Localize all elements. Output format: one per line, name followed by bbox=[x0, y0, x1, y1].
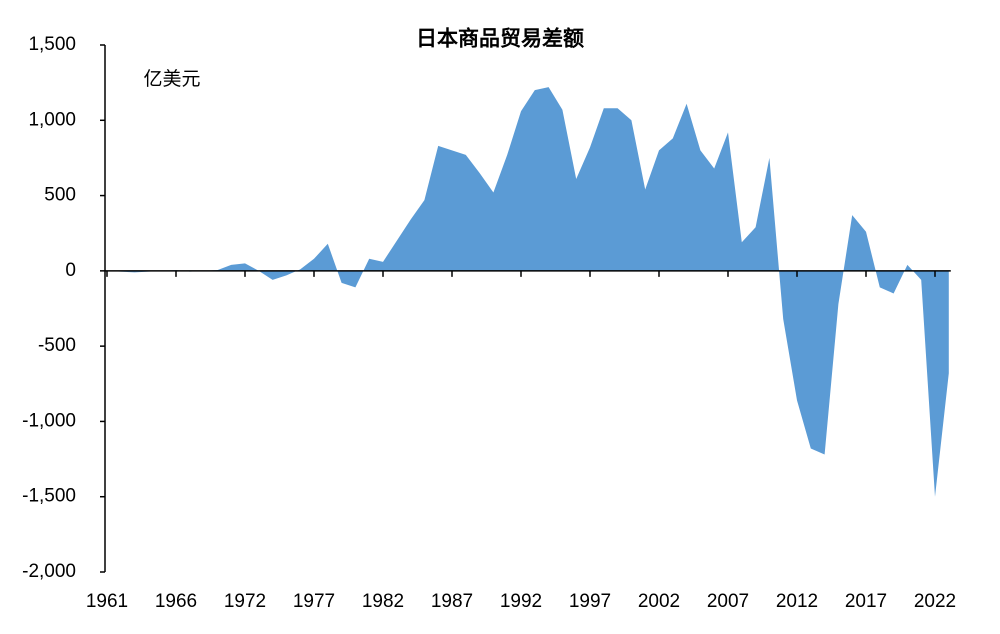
y-tick-label: 1,500 bbox=[28, 34, 76, 55]
x-tick-label: 1982 bbox=[362, 591, 404, 612]
y-axis-label: 亿美元 bbox=[143, 68, 200, 90]
x-tick-label: 2022 bbox=[914, 591, 956, 612]
x-tick-label: 1987 bbox=[431, 591, 473, 612]
y-tick-label: -1,000 bbox=[22, 410, 76, 431]
y-tick-label: -1,500 bbox=[22, 486, 76, 507]
x-tick-label: 1961 bbox=[86, 591, 128, 612]
area bbox=[107, 87, 949, 497]
x-tick-label: 2012 bbox=[776, 591, 818, 612]
x-tick-label: 1977 bbox=[293, 591, 335, 612]
y-tick-label: 0 bbox=[65, 260, 76, 281]
y-tick-label: 1,000 bbox=[28, 109, 76, 130]
x-tick-label: 2017 bbox=[845, 591, 887, 612]
y-tick-label: -500 bbox=[38, 335, 76, 356]
y-tick-label: 500 bbox=[44, 185, 76, 206]
chart-title: 日本商品贸易差额 bbox=[416, 26, 584, 51]
x-tick-label: 2007 bbox=[707, 591, 749, 612]
x-tick-label: 2002 bbox=[638, 591, 680, 612]
x-tick-label: 1997 bbox=[569, 591, 611, 612]
x-tick-label: 1966 bbox=[155, 591, 197, 612]
y-tick-label: -2,000 bbox=[22, 561, 76, 582]
x-tick-label: 1992 bbox=[500, 591, 542, 612]
x-tick-label: 1972 bbox=[224, 591, 266, 612]
